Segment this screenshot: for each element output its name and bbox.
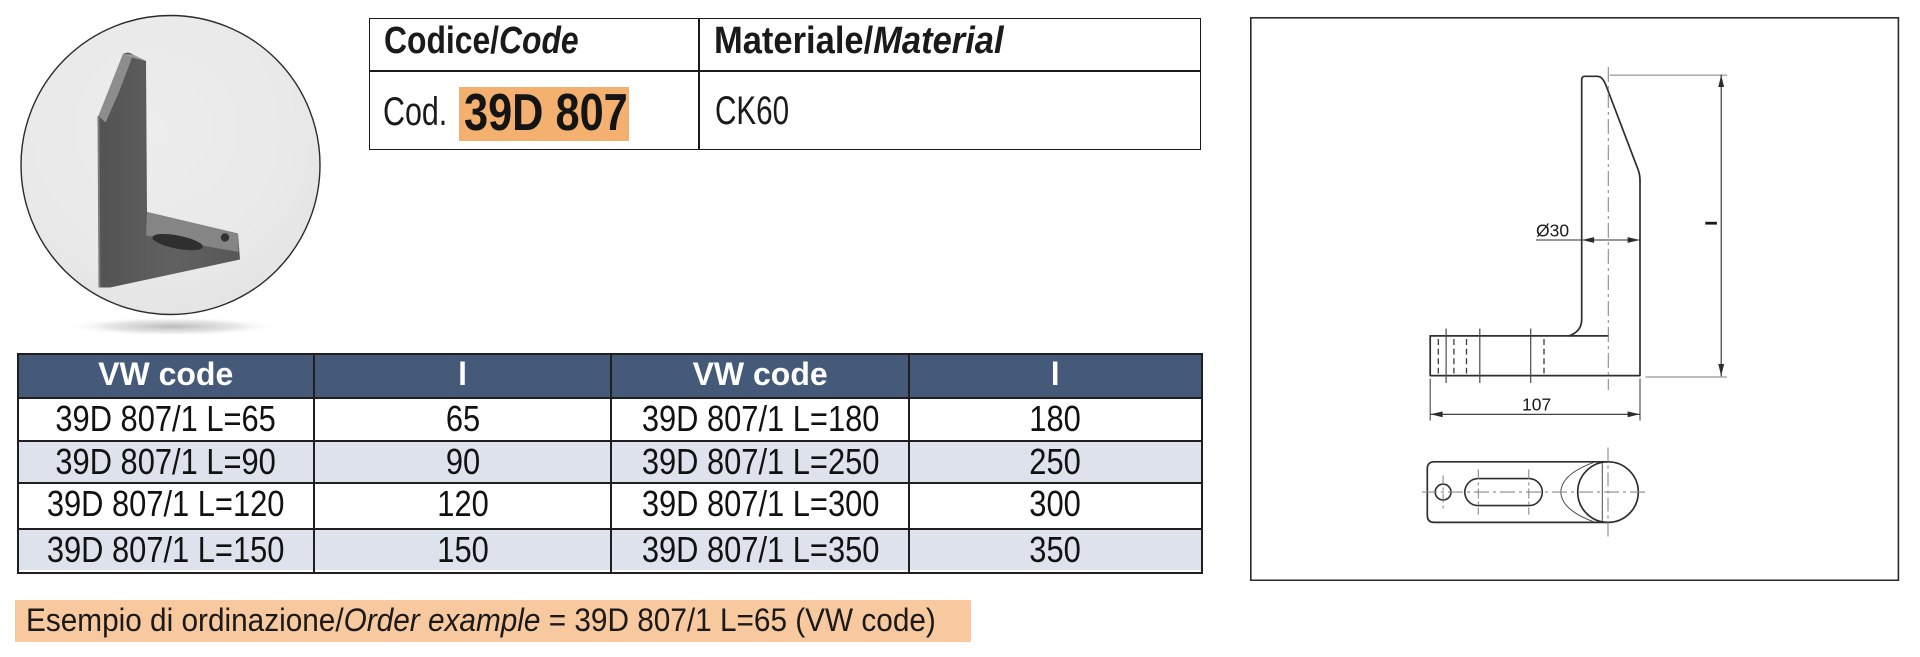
svg-text:107: 107 (1522, 395, 1551, 415)
svg-text:Ø30: Ø30 (1536, 221, 1569, 241)
